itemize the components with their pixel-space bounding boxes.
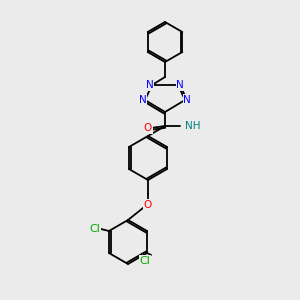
Text: Cl: Cl [140, 256, 151, 266]
Text: N: N [176, 80, 184, 90]
Text: N: N [139, 95, 147, 105]
Text: N: N [183, 95, 191, 105]
Text: NH: NH [185, 121, 200, 131]
Text: Cl: Cl [89, 224, 100, 234]
Text: O: O [144, 123, 152, 133]
Text: O: O [144, 200, 152, 210]
Text: N: N [146, 80, 154, 90]
